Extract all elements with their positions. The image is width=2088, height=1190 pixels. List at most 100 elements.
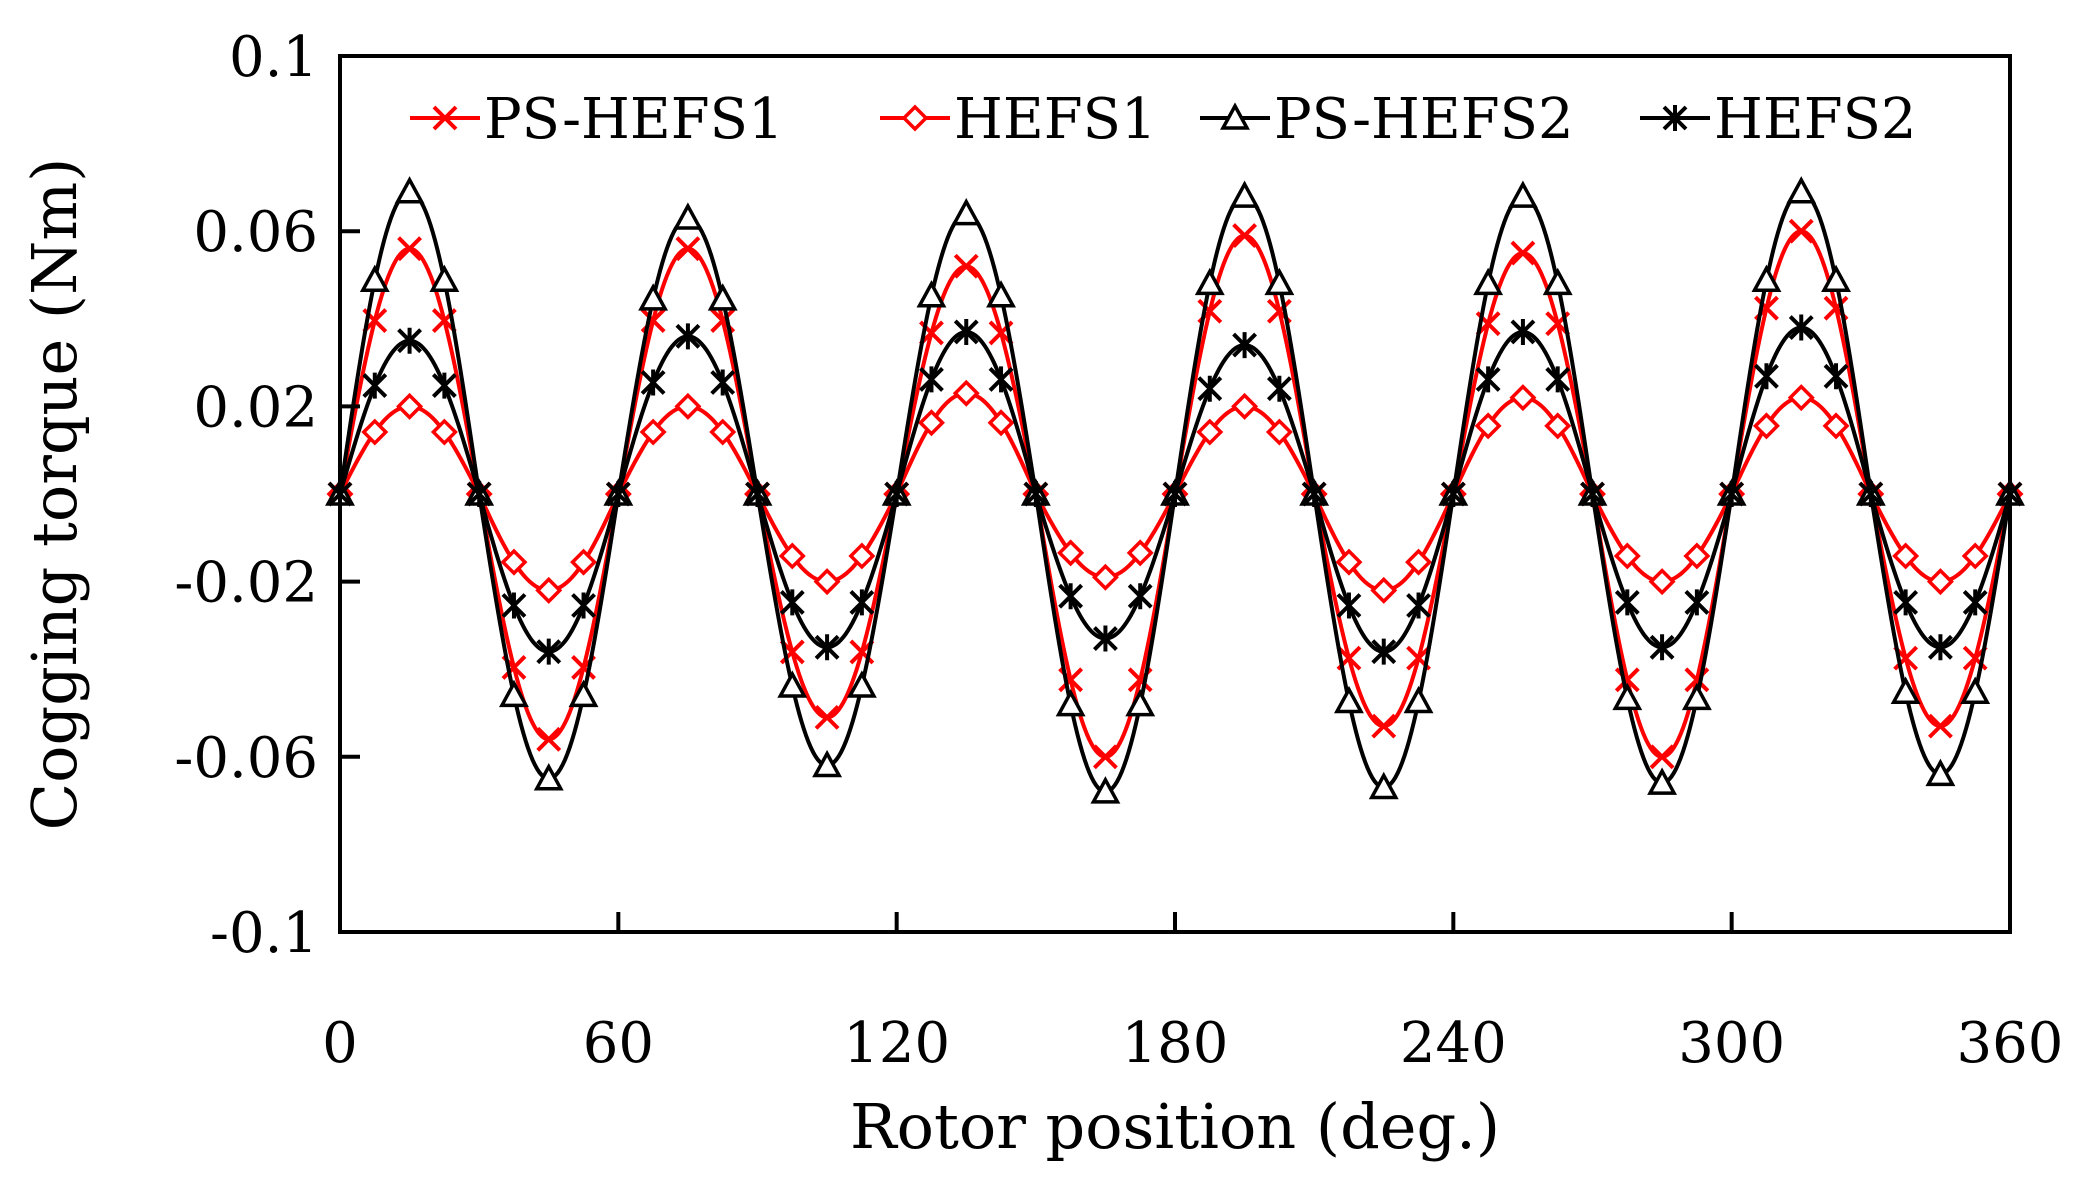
legend-marker (901, 104, 929, 132)
data-point (953, 318, 979, 345)
data-point (917, 409, 945, 437)
data-point (1335, 548, 1363, 576)
data-point (429, 264, 460, 293)
data-point (394, 176, 425, 204)
data-point (814, 634, 840, 661)
data-point (1580, 481, 1605, 507)
data-point (1231, 392, 1259, 420)
data-point (359, 264, 390, 293)
data-point (1301, 481, 1327, 507)
data-point (1788, 314, 1814, 341)
data-point (1684, 589, 1710, 616)
data-point (397, 327, 422, 354)
data-point (1090, 776, 1121, 804)
data-point (849, 589, 875, 616)
data-point (1647, 767, 1678, 795)
data-point (1683, 542, 1711, 570)
data-point (568, 679, 599, 708)
data-point (1055, 688, 1086, 717)
data-point (430, 418, 458, 446)
data-point (986, 280, 1016, 308)
legend-label: HEFS1 (954, 87, 1157, 152)
data-point (916, 280, 947, 308)
data-point (1754, 363, 1779, 390)
data-point (1194, 267, 1225, 296)
data-point (848, 542, 876, 570)
data-point (1649, 634, 1675, 661)
data-point (674, 392, 702, 420)
data-point (952, 379, 980, 407)
data-point (1125, 688, 1156, 717)
data-point (1475, 366, 1501, 393)
data-point (988, 366, 1014, 393)
x-tick-label: 60 (583, 1011, 654, 1076)
data-point (813, 568, 841, 596)
y-tick-label: -0.02 (174, 551, 318, 616)
data-point (814, 704, 840, 730)
data-point (812, 749, 843, 778)
data-point (638, 283, 669, 311)
data-point (707, 283, 738, 311)
data-point (1229, 180, 1260, 208)
data-point (536, 726, 562, 752)
data-point (1926, 568, 1954, 596)
data-point (1405, 548, 1433, 576)
y-tick-label: -0.1 (210, 901, 318, 966)
data-point (1370, 576, 1398, 604)
data-point (1196, 418, 1224, 446)
data-point (466, 481, 492, 507)
data-point (361, 418, 389, 446)
data-point (846, 670, 877, 698)
data-point (745, 481, 770, 507)
data-point (1751, 264, 1782, 293)
data-point (1507, 180, 1538, 208)
legend-label: PS-HEFS2 (1274, 87, 1574, 152)
data-point (777, 670, 808, 698)
legend-marker (432, 105, 458, 131)
data-point (1403, 685, 1434, 714)
data-point (1473, 267, 1504, 296)
x-tick-label: 240 (1400, 1011, 1507, 1076)
data-point (1162, 481, 1188, 507)
data-point (1890, 676, 1921, 704)
data-point (1614, 589, 1640, 616)
data-point (362, 372, 388, 399)
legend-item-ps-hefs2: PS-HEFS2 (1200, 87, 1574, 152)
x-tick-label: 0 (322, 1011, 358, 1076)
data-point (397, 236, 422, 262)
legend-marker (1220, 102, 1250, 130)
data-point (778, 542, 806, 570)
data-point (1093, 625, 1118, 652)
y-axis-title: Cogging torque (Nm) (18, 158, 91, 831)
data-point (1719, 481, 1745, 507)
data-point (533, 763, 564, 791)
x-tick-label: 300 (1678, 1011, 1785, 1076)
data-point (571, 592, 596, 619)
data-point (1264, 267, 1295, 296)
data-point (1023, 481, 1049, 507)
data-point (1510, 240, 1536, 266)
data-point (951, 198, 982, 226)
data-point (1509, 384, 1537, 412)
data-point (710, 369, 736, 396)
data-point (536, 638, 562, 665)
legend-item-hefs1: HEFS1 (880, 87, 1157, 152)
legend-item-ps-hefs1: PS-HEFS1 (410, 87, 784, 152)
data-point (1823, 363, 1849, 390)
data-point (1821, 264, 1851, 293)
x-tick-label: 360 (1957, 1011, 2064, 1076)
legend-marker (1662, 105, 1688, 131)
data-point (1925, 758, 1956, 787)
data-point (1127, 583, 1153, 610)
data-point (1752, 412, 1780, 440)
data-point (1961, 542, 1989, 570)
data-point (640, 369, 666, 396)
data-point (1928, 634, 1953, 661)
series-hefs2 (327, 314, 2023, 665)
x-axis-title: Rotor position (deg.) (850, 1090, 1500, 1163)
data-point (1197, 375, 1223, 402)
data-point (1787, 384, 1815, 412)
data-point (1266, 375, 1292, 402)
data-point (919, 366, 944, 393)
